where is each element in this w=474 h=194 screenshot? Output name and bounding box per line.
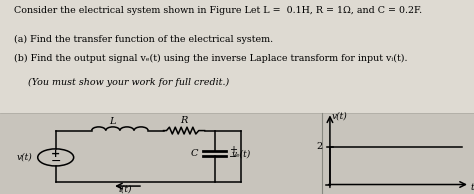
Text: −: −: [229, 152, 237, 162]
FancyBboxPatch shape: [0, 0, 474, 113]
Text: v(t): v(t): [332, 112, 348, 120]
Text: +: +: [229, 145, 237, 155]
Text: C: C: [191, 149, 198, 158]
Text: vₑ(t): vₑ(t): [232, 149, 251, 158]
Text: v(t): v(t): [17, 153, 33, 162]
Text: (b) Find the output signal vₑ(t) using the inverse Laplace transform for input v: (b) Find the output signal vₑ(t) using t…: [14, 54, 408, 63]
Text: Consider the electrical system shown in Figure Let L =  0.1H, R = 1Ω, and C = 0.: Consider the electrical system shown in …: [14, 6, 422, 15]
Text: 2: 2: [316, 142, 322, 151]
Text: t: t: [470, 183, 474, 192]
Text: +: +: [51, 149, 60, 159]
Text: L: L: [109, 117, 116, 126]
Text: (You must show your work for full credit.): (You must show your work for full credit…: [28, 78, 230, 87]
Text: R: R: [181, 116, 188, 125]
Text: −: −: [50, 155, 61, 168]
Text: (a) Find the transfer function of the electrical system.: (a) Find the transfer function of the el…: [14, 35, 273, 44]
Text: i(t): i(t): [118, 185, 132, 194]
